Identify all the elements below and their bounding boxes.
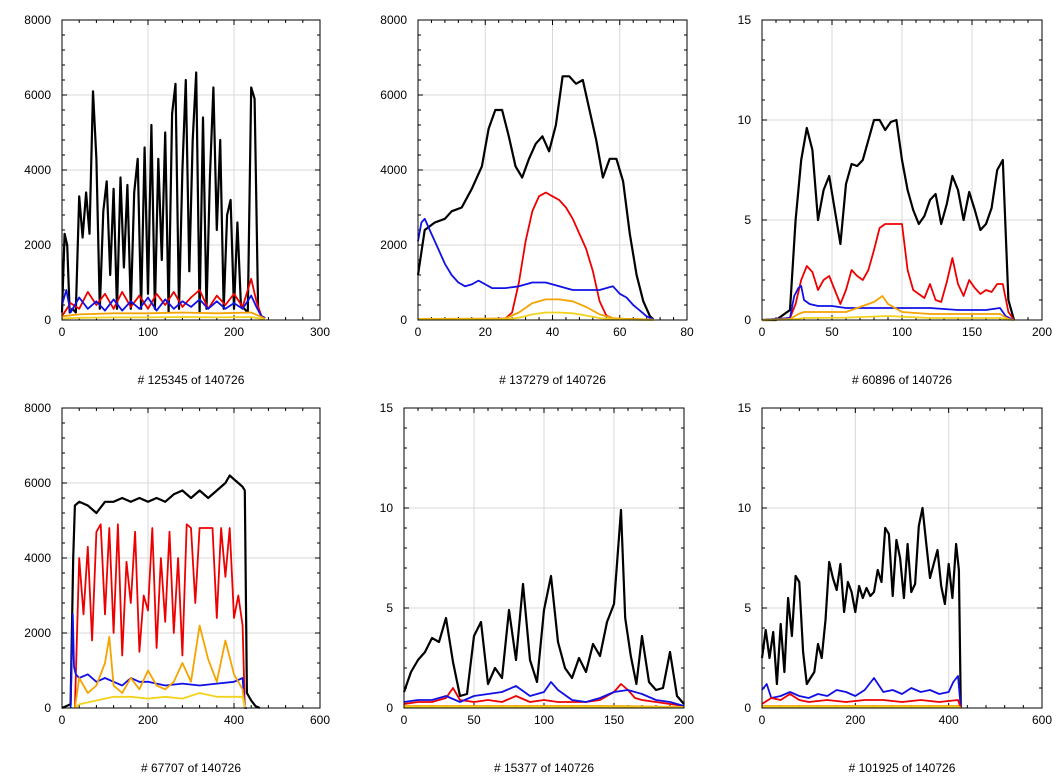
y-tick-label: 0 bbox=[44, 313, 51, 327]
x-tick-label: 0 bbox=[59, 325, 66, 339]
series-line-orange bbox=[404, 705, 685, 708]
y-tick-label: 15 bbox=[738, 401, 752, 415]
series-line-yellow bbox=[761, 315, 1015, 321]
x-tick-label: 60 bbox=[613, 325, 627, 339]
series-line-red bbox=[761, 693, 962, 709]
y-tick-label: 6000 bbox=[380, 88, 407, 102]
x-tick-label: 0 bbox=[759, 325, 766, 339]
y-tick-label: 2000 bbox=[24, 238, 51, 252]
x-tick-label: 40 bbox=[546, 325, 560, 339]
series-line-blue bbox=[403, 681, 685, 707]
x-tick-label: 0 bbox=[401, 713, 408, 727]
chart-panel-2: 0 20 40 60 80 0 2000 4000 6000 8000 # 137279 of 14… bbox=[380, 13, 694, 387]
series-line-black bbox=[402, 508, 685, 705]
plot-frame bbox=[61, 407, 321, 709]
y-tick-label: 4000 bbox=[24, 551, 51, 565]
x-tick-label: 400 bbox=[939, 713, 959, 727]
series-line-red bbox=[403, 683, 685, 707]
x-tick-label: 80 bbox=[680, 325, 694, 339]
y-tick-label: 15 bbox=[738, 13, 752, 27]
chart-caption: # 67707 of 140726 bbox=[141, 761, 241, 775]
series-line-orange bbox=[74, 624, 246, 709]
y-tick-label: 0 bbox=[744, 313, 751, 327]
y-tick-label: 10 bbox=[738, 113, 752, 127]
chart-caption: # 137279 of 140726 bbox=[499, 373, 606, 387]
y-tick-label: 10 bbox=[380, 501, 394, 515]
y-tick-label: 5 bbox=[744, 601, 751, 615]
y-tick-label: 2000 bbox=[380, 238, 407, 252]
plot-frame bbox=[61, 19, 321, 321]
plot-frame bbox=[403, 407, 685, 709]
series-line-blue bbox=[761, 675, 962, 709]
plot-frame bbox=[761, 19, 1043, 321]
x-tick-label: 600 bbox=[310, 713, 330, 727]
series-line-black bbox=[60, 71, 266, 320]
chart-caption: # 60896 of 140726 bbox=[852, 373, 952, 387]
series-line-yellow bbox=[74, 692, 246, 709]
series-line-orange bbox=[61, 311, 266, 320]
y-tick-label: 8000 bbox=[24, 13, 51, 27]
x-tick-label: 300 bbox=[310, 325, 330, 339]
y-tick-label: 0 bbox=[400, 313, 407, 327]
x-tick-label: 50 bbox=[467, 713, 481, 727]
chart-panel-1: 0 100 200 300 0 2000 4000 6000 8000 # 125345 of 1… bbox=[24, 13, 330, 387]
y-tick-label: 15 bbox=[380, 401, 394, 415]
plot-frame bbox=[417, 19, 688, 321]
series-line-red bbox=[74, 523, 246, 709]
x-tick-label: 400 bbox=[224, 713, 244, 727]
series-line-black bbox=[762, 118, 1016, 322]
y-tick-label: 0 bbox=[44, 701, 51, 715]
plot-frame bbox=[761, 407, 1043, 709]
x-tick-label: 200 bbox=[845, 713, 865, 727]
series-line-black bbox=[416, 75, 655, 321]
x-tick-label: 200 bbox=[138, 713, 158, 727]
chart-panel-6: 0 200 400 600 0 5 10 15 # 101925 of 140726 bbox=[738, 401, 1053, 775]
y-tick-label: 6000 bbox=[24, 476, 51, 490]
chart-caption: # 101925 of 140726 bbox=[849, 761, 956, 775]
x-tick-label: 0 bbox=[415, 325, 422, 339]
series-line-orange bbox=[761, 295, 1015, 321]
series-line-blue bbox=[761, 285, 1015, 321]
x-tick-label: 0 bbox=[759, 713, 766, 727]
series-line-yellow bbox=[417, 311, 654, 321]
x-tick-label: 20 bbox=[479, 325, 493, 339]
y-tick-label: 8000 bbox=[380, 13, 407, 27]
x-tick-label: 600 bbox=[1032, 713, 1052, 727]
y-tick-label: 2000 bbox=[24, 626, 51, 640]
y-tick-label: 0 bbox=[744, 701, 751, 715]
chart-caption: # 15377 of 140726 bbox=[494, 761, 594, 775]
x-tick-label: 150 bbox=[604, 713, 624, 727]
series-line-black bbox=[760, 506, 962, 709]
series-line-orange bbox=[417, 298, 654, 321]
y-tick-label: 5 bbox=[744, 213, 751, 227]
y-tick-label: 8000 bbox=[24, 401, 51, 415]
y-tick-label: 0 bbox=[386, 701, 393, 715]
chart-caption: # 125345 of 140726 bbox=[138, 373, 245, 387]
x-tick-label: 200 bbox=[224, 325, 244, 339]
series-line-blue bbox=[417, 217, 654, 321]
y-tick-label: 6000 bbox=[24, 88, 51, 102]
y-tick-label: 4000 bbox=[24, 163, 51, 177]
x-tick-label: 200 bbox=[1032, 325, 1052, 339]
y-tick-label: 5 bbox=[386, 601, 393, 615]
series-line-blue bbox=[61, 289, 266, 319]
y-tick-label: 4000 bbox=[380, 163, 407, 177]
chart-panel-3: 0 50 100 150 200 0 5 10 15 # 60896 of 140726 bbox=[738, 13, 1053, 387]
x-tick-label: 150 bbox=[962, 325, 982, 339]
x-tick-label: 100 bbox=[138, 325, 158, 339]
x-tick-label: 100 bbox=[534, 713, 554, 727]
x-tick-label: 50 bbox=[825, 325, 839, 339]
x-tick-label: 0 bbox=[59, 713, 66, 727]
series-line-red bbox=[761, 223, 1015, 321]
chart-panel-5: 0 50 100 150 200 0 5 10 15 # 15377 of 140726 bbox=[380, 401, 695, 775]
x-tick-label: 100 bbox=[892, 325, 912, 339]
series-line-black bbox=[61, 474, 261, 710]
y-tick-label: 10 bbox=[738, 501, 752, 515]
series-line-yellow bbox=[61, 316, 266, 321]
x-tick-label: 200 bbox=[674, 713, 694, 727]
